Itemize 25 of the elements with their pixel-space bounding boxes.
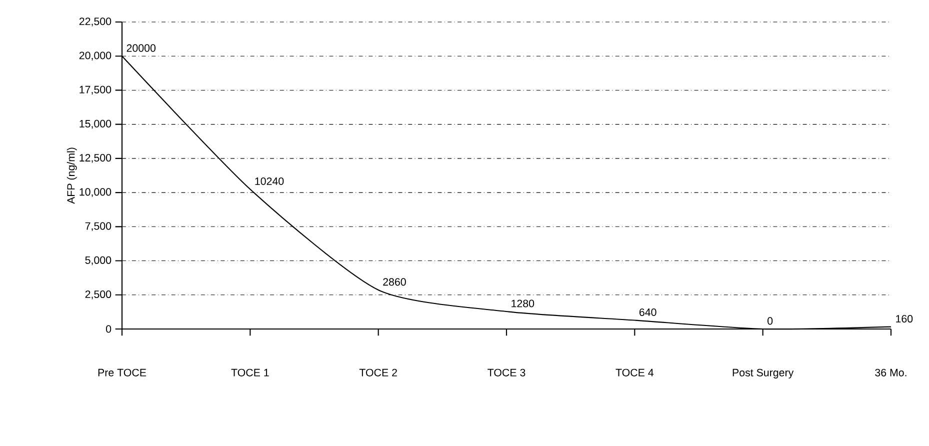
y-tick-label: 0 [106,325,112,333]
data-label: 640 [639,308,656,316]
data-label: 0 [768,317,773,325]
x-tick-label: TOCE 2 [359,368,397,376]
y-tick-label: 20,000 [79,52,112,61]
x-tick-label: TOCE 4 [616,368,654,376]
y-axis-title: AFP (ng/ml) [66,148,77,204]
x-tick-label: Post Surgery [732,368,794,378]
x-tick-label: TOCE 3 [488,368,526,376]
data-label: 20000 [126,44,156,52]
data-label: 2860 [383,278,406,286]
y-tick-label: 7,500 [85,222,112,232]
data-label: 10240 [255,177,284,186]
x-tick-label: 36 Mo. [875,368,906,376]
data-label: 1280 [512,300,534,308]
y-tick-label: 10,000 [80,188,112,197]
x-tick-label: Pre TOCE [98,368,146,376]
y-tick-label: 5,000 [85,256,112,266]
y-tick-label: 12,500 [80,154,112,163]
y-tick-label: 15,000 [80,120,112,129]
x-tick-label: TOCE 1 [231,368,269,376]
y-tick-label: 2,500 [85,290,112,300]
data-label: 160 [896,314,913,323]
y-tick-label: 22,500 [79,18,112,26]
y-tick-label: 17,500 [80,86,112,95]
